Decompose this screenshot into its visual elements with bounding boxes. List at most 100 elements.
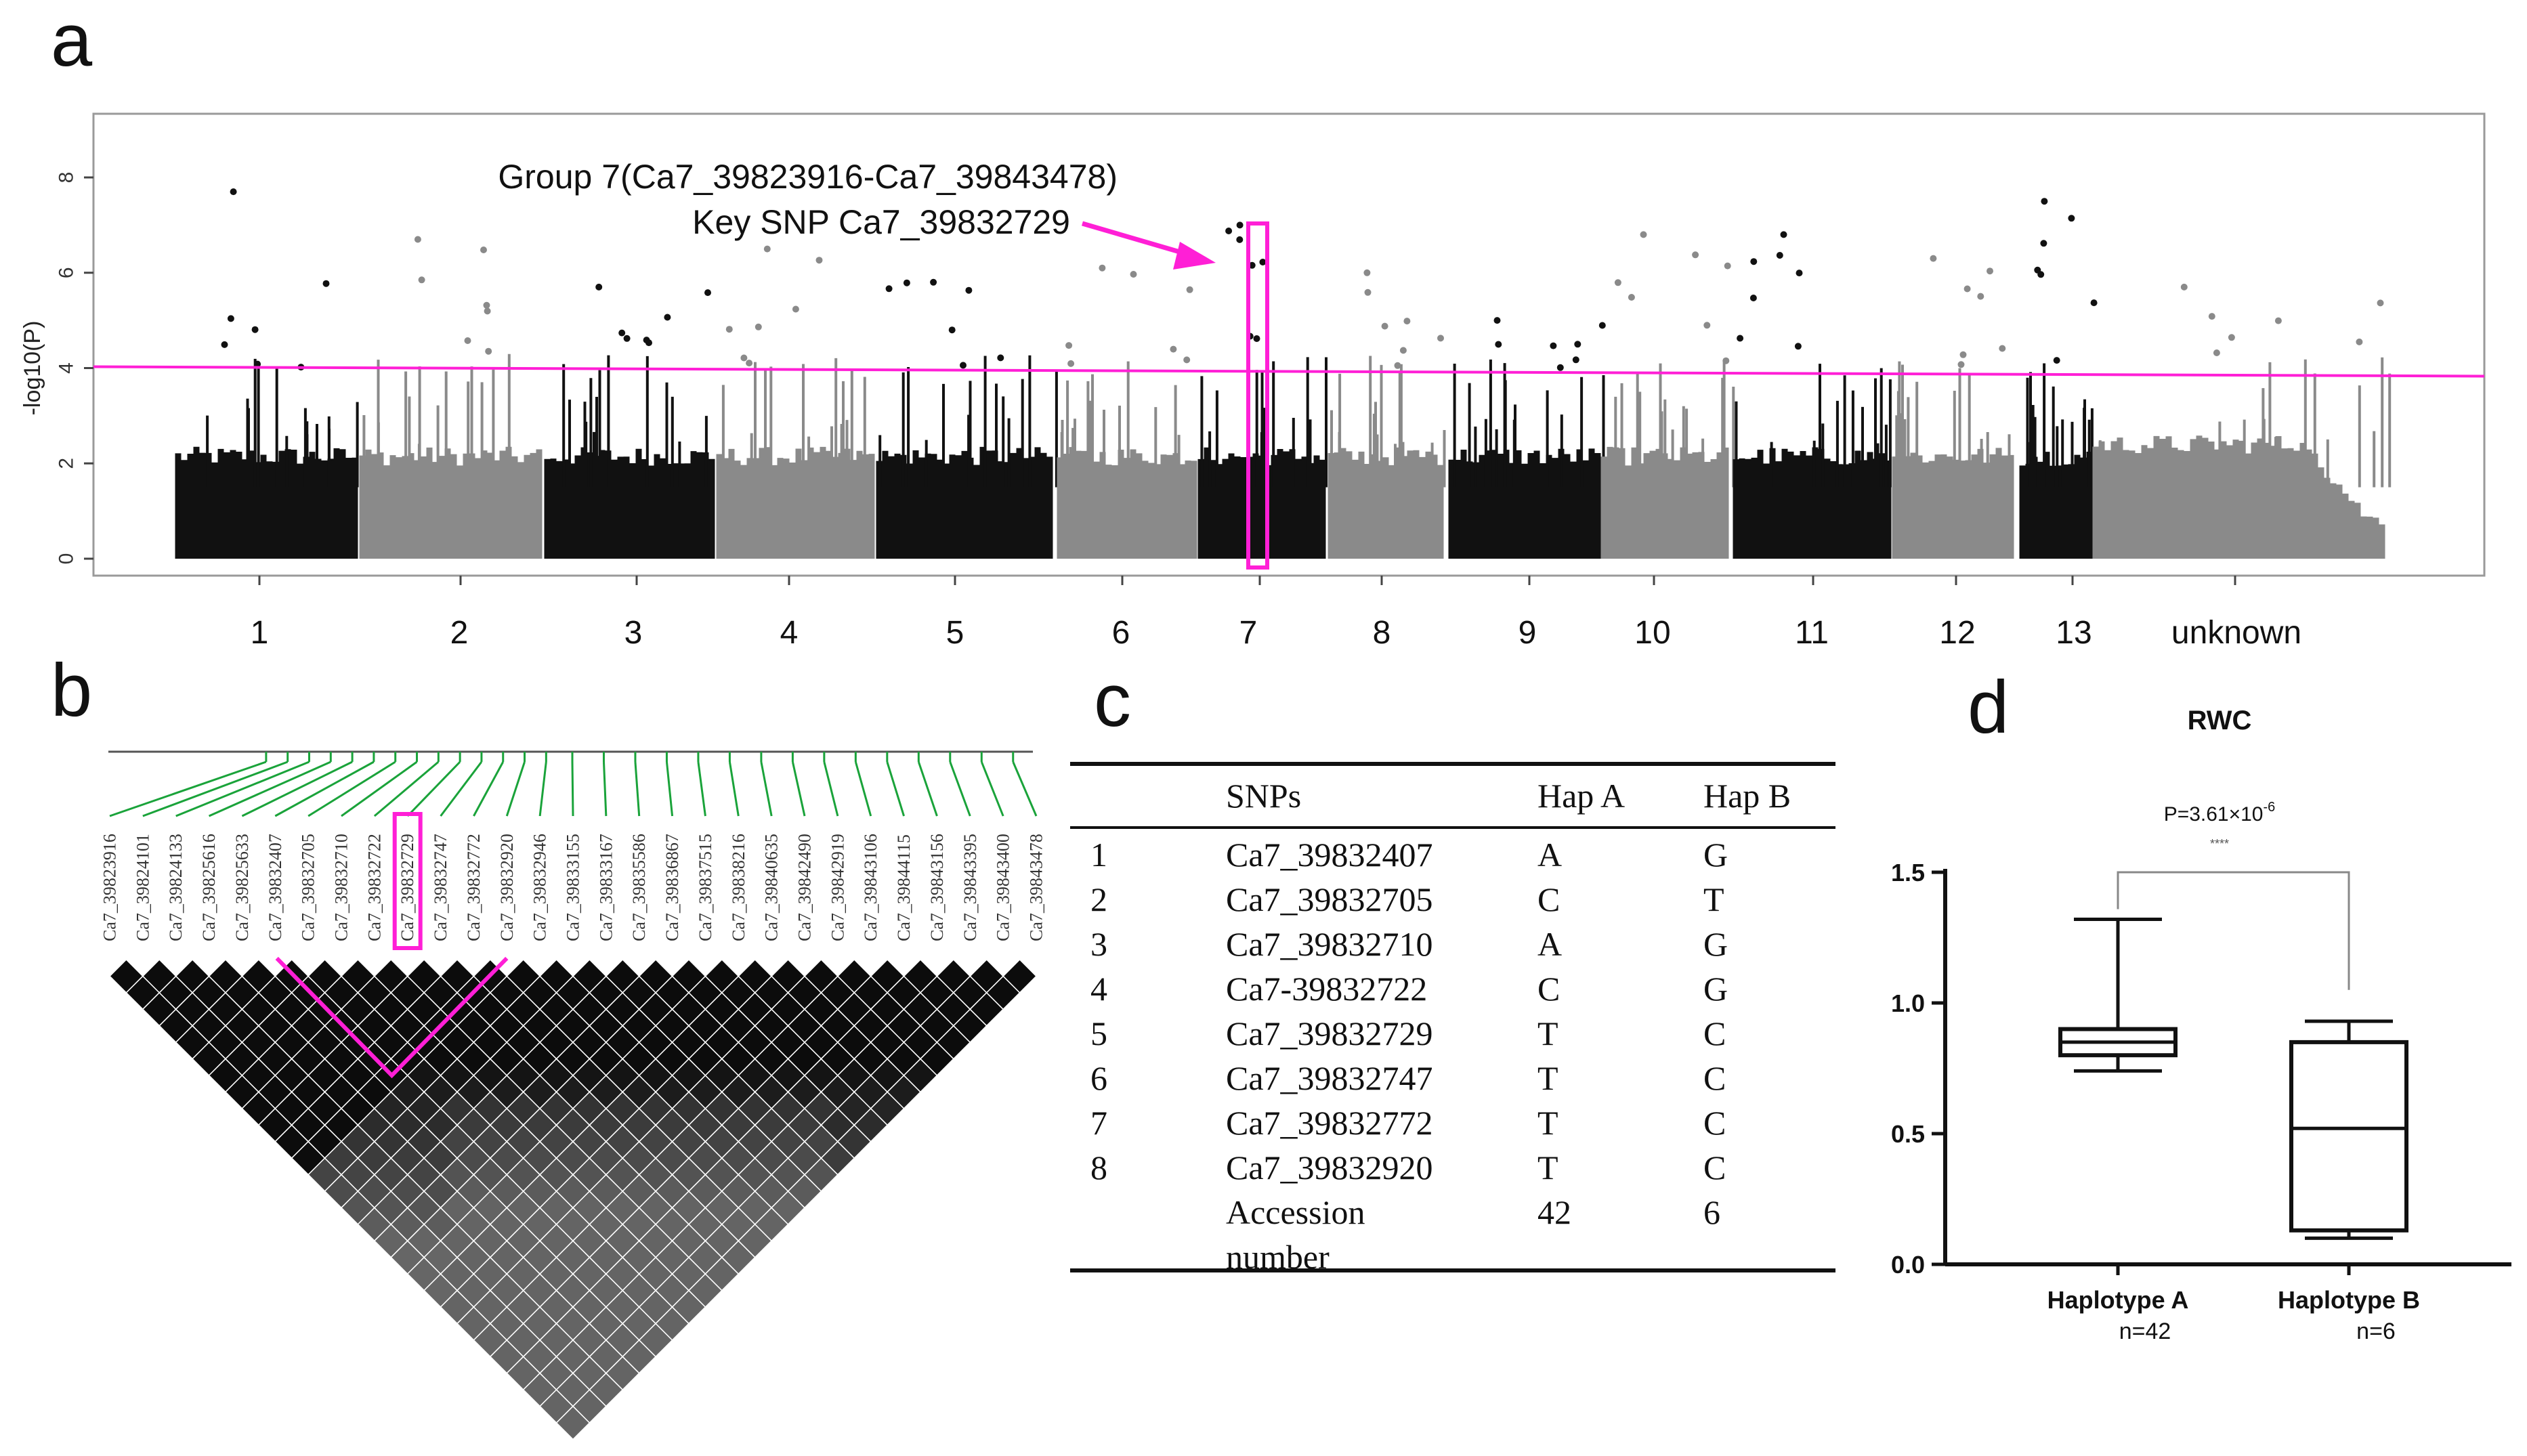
chromosome-spikes-7 (1200, 357, 1328, 488)
snp-label: Ca7_39832407 (266, 834, 285, 941)
table-cell: C (1703, 1104, 1726, 1142)
x-tick-label-5: 5 (946, 615, 964, 651)
snp-point (1963, 285, 1971, 293)
chromosome-spikes-1 (206, 358, 359, 488)
snp-point (1364, 288, 1372, 296)
snp-point (965, 286, 973, 294)
snp-point (792, 305, 799, 313)
snp-point (1628, 294, 1635, 301)
snp-connector-line (208, 761, 331, 817)
snp-label: Ca7_39832920 (497, 834, 517, 941)
snp-label: Ca7_39836867 (662, 834, 682, 941)
chromosome-spikes-11 (1735, 364, 1892, 488)
snp-point (322, 280, 330, 287)
table-cell: Ca7_39832710 (1226, 925, 1433, 963)
snp-point (948, 326, 956, 334)
y-tick-label: 1.5 (1891, 859, 1925, 886)
significance-bracket (2117, 871, 2350, 990)
snp-point (1749, 295, 1757, 301)
x-tick-label-2: 2 (450, 615, 469, 651)
snp-label: Ca7_39832946 (530, 834, 550, 941)
chromosome-spikes-5 (878, 355, 1058, 488)
snp-peak-point (1236, 221, 1244, 229)
snp-label: Ca7_39832710 (332, 834, 352, 941)
annotation-key-snp-label: Key SNP Ca7_39832729 (692, 203, 1070, 241)
snp-connector-line (241, 761, 353, 817)
snp-connector-line (274, 761, 375, 817)
snp-label: Ca7_39843478 (1027, 834, 1046, 941)
y-tick-label: 8 (56, 172, 78, 184)
snp-point (1236, 236, 1244, 243)
snp-point (1495, 341, 1502, 348)
table-header-cell: SNPs (1226, 777, 1302, 815)
snp-label: Ca7_39833155 (564, 834, 583, 941)
chromosome-spikes-10 (1614, 361, 1735, 488)
p-value-exponent: -6 (2264, 800, 2276, 815)
x-tick-label-unknown: unknown (2171, 615, 2301, 651)
snp-points (175, 188, 2392, 559)
group-n: n=6 (2356, 1319, 2396, 1344)
snp-point (997, 354, 1004, 362)
table-cell: 8 (1090, 1149, 1107, 1186)
snp-point (1183, 356, 1191, 364)
y-tick-label: 0.0 (1891, 1251, 1925, 1279)
snp-point (1722, 357, 1730, 364)
snp-point (1130, 271, 1137, 278)
accession-hap-a: 42 (1537, 1193, 1571, 1231)
table-cell: 4 (1090, 970, 1107, 1008)
snp-connector-line (406, 761, 461, 817)
snp-point (960, 362, 967, 369)
snp-point (2213, 349, 2220, 356)
table-cell: Ca7_39832705 (1226, 880, 1433, 918)
table-bottom-rule (1070, 1268, 1835, 1272)
significance-stars: **** (2210, 837, 2229, 851)
snp-connector-line (791, 761, 806, 817)
table-cell: 3 (1090, 925, 1107, 963)
snp-connector-line (307, 761, 396, 817)
table-cell: 1 (1090, 836, 1107, 874)
snp-connector-line (949, 761, 971, 817)
snp-label: Ca7_39837515 (696, 834, 715, 941)
chromosome-spikes-unknown (2098, 357, 2392, 488)
chromosome-band-2 (359, 446, 543, 559)
snp-label: Ca7_39835586 (629, 834, 649, 941)
snp-label: Ca7_39824101 (133, 834, 152, 941)
group-label: Haplotype A (2047, 1286, 2189, 1314)
snp-point (1225, 228, 1233, 234)
snp-connector-line (823, 761, 839, 817)
snp-label: Ca7_39832772 (464, 834, 484, 941)
snp-connector-line (440, 761, 483, 817)
table-cell: 2 (1090, 880, 1107, 918)
snp-point (1403, 318, 1411, 325)
y-tick-label: 1.0 (1891, 989, 1925, 1017)
snp-connector-line (917, 761, 938, 817)
snp-connector-line (473, 761, 505, 817)
snp-point (740, 354, 748, 362)
snp-point (664, 314, 671, 321)
snp-point (746, 360, 753, 367)
y-tick-label: 4 (56, 362, 78, 374)
chromosome-band-13 (2019, 452, 2093, 559)
snp-point (1977, 293, 1984, 300)
chromosome-band-5 (876, 446, 1053, 559)
plot-frame (92, 112, 2486, 577)
snp-point (618, 329, 626, 337)
x-tick-label-9: 9 (1519, 615, 1537, 651)
table-cell: Ca7_39832729 (1226, 1014, 1433, 1052)
snp-label: Ca7_39832722 (364, 834, 384, 941)
snp-point (1381, 322, 1388, 330)
snp-label: Ca7_39844115 (894, 834, 914, 941)
table-cell: Ca7_39832772 (1226, 1104, 1433, 1142)
snp-peak-point (1363, 269, 1371, 276)
table-cell: Ca7_39832407 (1226, 836, 1433, 874)
chromosome-band-4 (716, 446, 875, 559)
accession-label-cont: number (1226, 1238, 1330, 1276)
table-cell: T (1703, 880, 1724, 918)
snp-connector-line (886, 761, 906, 817)
snp-connector-line (665, 761, 674, 817)
snp-point (755, 323, 762, 330)
snp-point (885, 285, 893, 293)
snp-point (1987, 267, 1993, 275)
annotation-arrow-head (1173, 242, 1216, 270)
